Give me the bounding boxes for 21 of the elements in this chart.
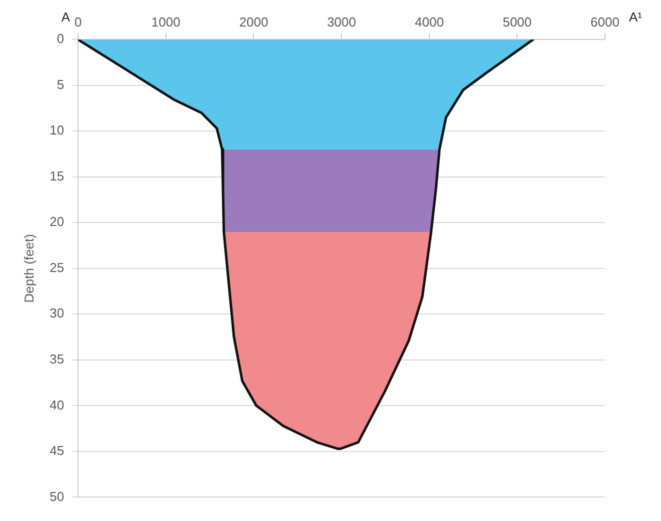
x-tick-label: 4000 xyxy=(414,14,444,30)
x-tick-label: 5000 xyxy=(502,14,532,30)
y-tick-label: 50 xyxy=(50,488,64,504)
y-tick-label: 5 xyxy=(56,76,64,92)
y-tick-label: 25 xyxy=(50,260,64,275)
y-tick-label: 10 xyxy=(50,122,64,138)
x-tick-label: 1000 xyxy=(151,14,180,30)
x-tick-label: 0 xyxy=(74,14,82,30)
y-tick-label: 40 xyxy=(50,397,64,412)
y-tick-label: 0 xyxy=(56,31,64,46)
y-tick-label: 15 xyxy=(50,168,64,184)
x-tick-label: 3000 xyxy=(327,14,356,30)
y-tick-label: 20 xyxy=(50,214,64,230)
y-tick-label: 45 xyxy=(50,443,64,458)
y-tick-label: 30 xyxy=(50,306,64,321)
y-tick-label: 35 xyxy=(50,352,64,366)
text: A¹ xyxy=(629,10,643,25)
y-axis-title: Depth (feet) xyxy=(21,234,36,303)
text: A xyxy=(61,10,70,25)
x-tick-label: 6000 xyxy=(590,14,620,30)
x-tick-label: 2000 xyxy=(239,14,268,30)
